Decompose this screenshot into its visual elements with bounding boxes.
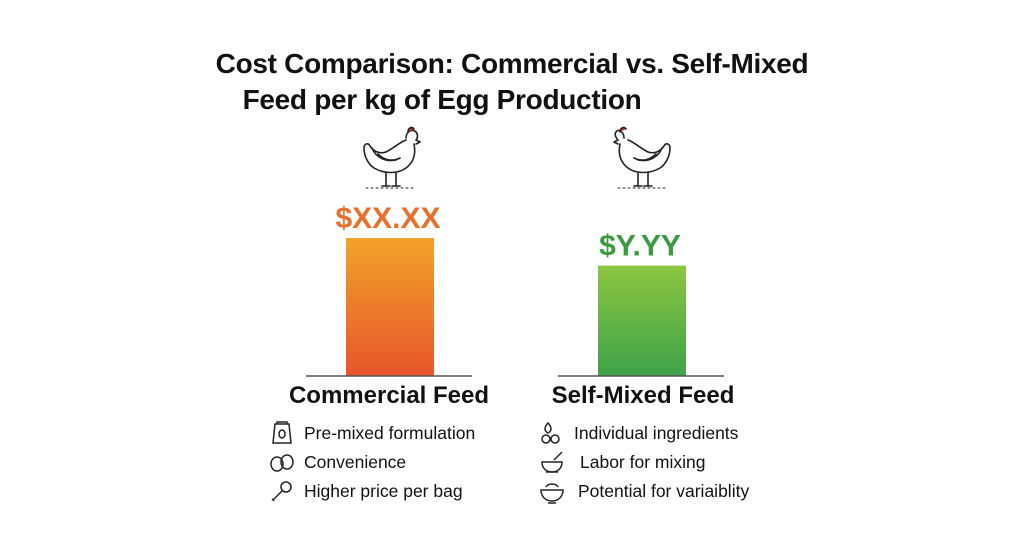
scoop-icon [268, 477, 296, 505]
feature-self-mixed-2: Labor for mixing [538, 448, 705, 476]
data-label-commercial: $XX.XX [335, 202, 440, 235]
hen-icon-self-mixed [613, 126, 671, 189]
feature-text: Higher price per bag [304, 481, 463, 501]
hen-icon-commercial [363, 126, 421, 189]
category-label-commercial: Commercial Feed [288, 382, 490, 409]
eggs-icon [268, 448, 296, 476]
feature-commercial-1: Pre-mixed formulation [268, 419, 475, 447]
feature-self-mixed-3: Potential for variaiblity [538, 477, 749, 505]
chart-title-line-2: Feed per kg of Egg Production [242, 84, 642, 115]
feature-commercial-3: Higher price per bag [268, 477, 463, 505]
feature-text: Convenience [304, 452, 407, 472]
feature-text: Individual ingredients [574, 423, 739, 443]
feature-commercial-2: Convenience [268, 448, 406, 476]
bar-self-mixed-feed [598, 265, 686, 376]
feature-text: Pre-mixed formulation [304, 423, 476, 443]
seeds-icon [538, 419, 566, 447]
feature-text: Labor for mixing [580, 452, 706, 472]
mortar-pestle-icon [538, 448, 566, 476]
feature-self-mixed-1: Individual ingredients [538, 419, 738, 447]
bar-commercial-feed [346, 238, 434, 376]
chart-title: Cost Comparison: Commercial vs. Self-Mix… [0, 46, 1024, 118]
feed-bag-icon [268, 419, 296, 447]
data-label-self-mixed: $Y.YY [599, 230, 681, 263]
mixing-bowl-icon [538, 477, 566, 505]
category-label-self-mixed: Self-Mixed Feed [551, 382, 735, 409]
chart-title-line-1: Cost Comparison: Commercial vs. Self-Mix… [215, 48, 809, 79]
feature-text: Potential for variaiblity [578, 481, 750, 501]
